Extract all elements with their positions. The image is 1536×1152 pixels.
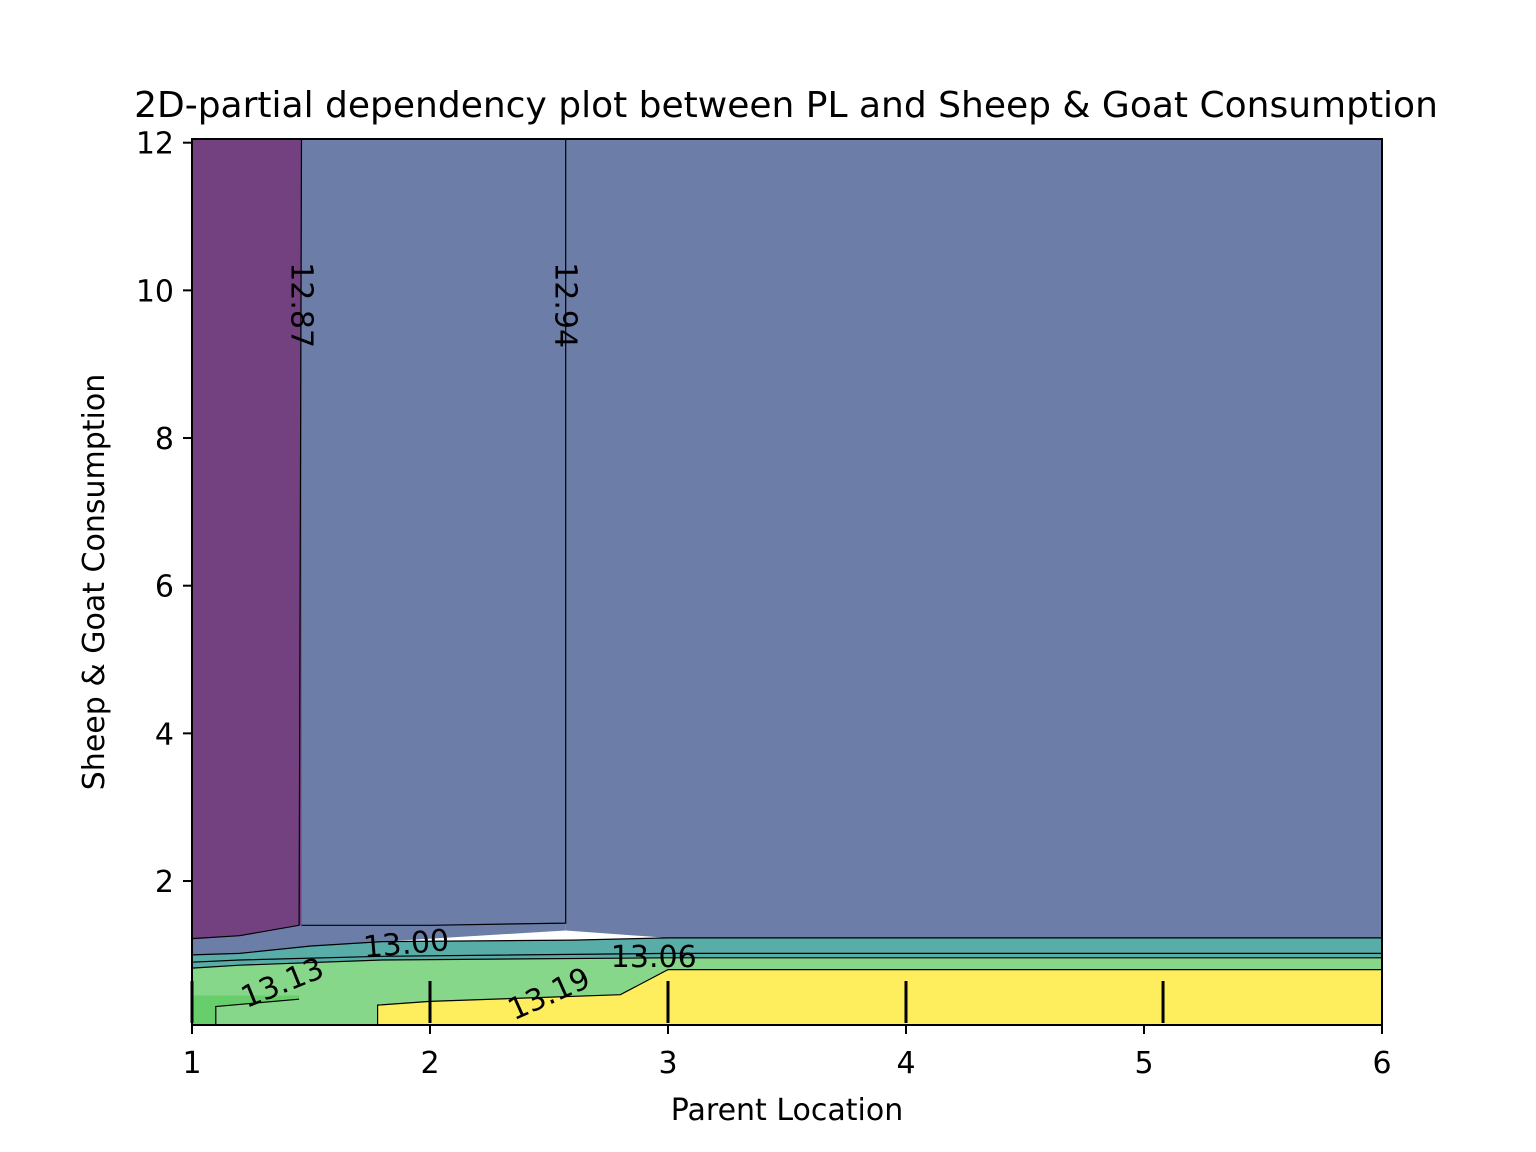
x-tick-label: 2 bbox=[420, 1046, 439, 1081]
contour-line-13-19 bbox=[377, 968, 1382, 1025]
contour-regions bbox=[192, 139, 1383, 1025]
region-13-19-low bbox=[192, 957, 1382, 1025]
region-13-13 bbox=[192, 953, 1382, 969]
contour-label-text: 12.87 bbox=[283, 262, 318, 348]
region-12-94 bbox=[192, 139, 566, 955]
plot-frame bbox=[191, 138, 1383, 1026]
contour-lines bbox=[191, 138, 1382, 1025]
x-tick-label: 3 bbox=[658, 1046, 677, 1081]
contour-line-12-87 bbox=[191, 138, 303, 940]
contour-label-text: 12.94 bbox=[548, 262, 583, 348]
y-axis-ticks: 2 4 6 8 10 12 bbox=[136, 127, 192, 900]
y-tick-label: 12 bbox=[136, 127, 174, 162]
x-tick-label: 4 bbox=[896, 1046, 915, 1081]
contour-line-13-19-left bbox=[215, 998, 300, 1025]
contour-label-text: 13.00 bbox=[362, 923, 451, 965]
contour-label-13-06: 13.06 bbox=[611, 940, 697, 975]
x-axis-ticks: 1 2 3 4 5 6 bbox=[182, 1025, 1392, 1081]
contour-line-13-00 bbox=[191, 937, 1382, 956]
y-tick-label: 6 bbox=[155, 570, 174, 605]
x-axis-label: Parent Location bbox=[671, 1093, 903, 1128]
contour-line-13-13 bbox=[191, 957, 1382, 969]
contour-label-12-94: 12.94 bbox=[548, 262, 583, 348]
y-tick-label: 4 bbox=[155, 717, 174, 752]
y-tick-label: 10 bbox=[136, 274, 174, 309]
region-13-19-mid bbox=[192, 995, 300, 1025]
x-tick-label: 5 bbox=[1134, 1046, 1153, 1081]
region-13-00 bbox=[565, 139, 1382, 938]
y-axis-label: Sheep & Goat Consumption bbox=[77, 374, 112, 790]
contour-label-12-87: 12.87 bbox=[283, 262, 318, 348]
y-tick-label: 2 bbox=[155, 865, 174, 900]
contour-line-13-06 bbox=[191, 952, 1382, 963]
region-13-06 bbox=[192, 937, 1382, 963]
contour-label-13-00: 13.00 bbox=[362, 923, 451, 965]
x-tick-label: 6 bbox=[1372, 1046, 1391, 1081]
region-12-87 bbox=[192, 139, 302, 939]
x-tick-label: 1 bbox=[182, 1046, 201, 1081]
contour-label-text: 13.06 bbox=[611, 940, 697, 975]
contour-line-12-94 bbox=[301, 139, 567, 926]
y-tick-label: 8 bbox=[155, 422, 174, 457]
chart-title: 2D-partial dependency plot between PL an… bbox=[134, 85, 1438, 126]
region-13-25 bbox=[377, 969, 1383, 1025]
